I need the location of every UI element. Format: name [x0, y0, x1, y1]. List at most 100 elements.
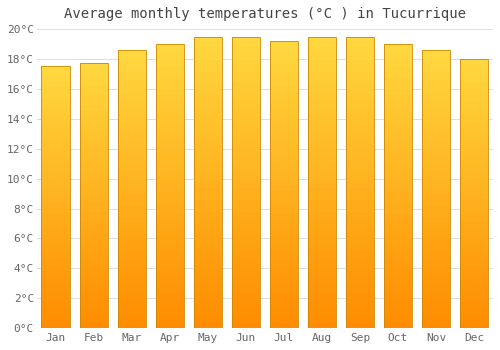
Bar	[308, 95, 336, 101]
Bar	[118, 211, 146, 217]
Bar	[384, 44, 412, 50]
Bar	[270, 276, 298, 282]
Bar	[232, 270, 260, 276]
Bar	[42, 88, 70, 93]
Bar	[308, 89, 336, 95]
Bar	[346, 165, 374, 171]
Bar	[118, 306, 146, 312]
Bar	[270, 253, 298, 259]
Bar	[118, 150, 146, 156]
Bar	[384, 232, 412, 237]
Bar	[422, 278, 450, 284]
Bar	[346, 287, 374, 293]
Bar	[346, 176, 374, 182]
Bar	[194, 270, 222, 276]
Bar	[384, 192, 412, 197]
Bar	[308, 101, 336, 106]
Bar	[80, 63, 108, 69]
Bar	[384, 180, 412, 186]
Bar	[384, 175, 412, 180]
Bar	[384, 146, 412, 152]
Bar	[346, 77, 374, 83]
Bar	[232, 171, 260, 176]
Bar	[384, 288, 412, 294]
Bar	[270, 300, 298, 305]
Bar	[384, 215, 412, 220]
Bar	[194, 176, 222, 182]
Bar	[156, 209, 184, 215]
Bar	[422, 178, 450, 183]
Bar	[194, 42, 222, 48]
Bar	[42, 203, 70, 208]
Bar	[270, 225, 298, 231]
Bar	[346, 252, 374, 258]
Bar	[270, 116, 298, 121]
Bar	[194, 246, 222, 252]
Bar	[460, 145, 488, 150]
Bar	[232, 153, 260, 159]
Bar	[346, 229, 374, 235]
Bar	[384, 141, 412, 146]
Bar	[80, 69, 108, 74]
Bar	[384, 254, 412, 260]
Bar	[308, 147, 336, 153]
Bar	[42, 286, 70, 292]
Bar	[156, 220, 184, 226]
Bar	[194, 147, 222, 153]
Bar	[80, 228, 108, 233]
Bar	[460, 247, 488, 253]
Bar	[42, 234, 70, 239]
Bar	[270, 179, 298, 184]
Bar	[384, 283, 412, 288]
Bar	[460, 301, 488, 307]
Bar	[194, 165, 222, 171]
Bar	[346, 66, 374, 71]
Bar	[460, 150, 488, 156]
Bar	[460, 156, 488, 161]
Bar	[422, 156, 450, 161]
Bar	[270, 110, 298, 116]
Bar	[384, 101, 412, 106]
Bar	[346, 246, 374, 252]
Bar	[156, 90, 184, 95]
Bar	[384, 266, 412, 271]
Bar	[42, 276, 70, 281]
Bar	[232, 159, 260, 165]
Bar	[460, 323, 488, 328]
Bar	[422, 122, 450, 128]
Bar	[194, 188, 222, 194]
Bar	[194, 118, 222, 124]
Bar	[308, 60, 336, 66]
Bar	[80, 275, 108, 281]
Bar	[384, 55, 412, 61]
Bar	[156, 288, 184, 294]
Bar	[42, 265, 70, 271]
Bar	[118, 111, 146, 117]
Bar	[346, 281, 374, 287]
Bar	[308, 264, 336, 270]
Bar	[384, 186, 412, 192]
Bar	[232, 101, 260, 106]
Bar	[384, 169, 412, 175]
Bar	[460, 167, 488, 172]
Bar	[346, 322, 374, 328]
Bar	[194, 54, 222, 60]
Bar	[308, 36, 336, 328]
Bar	[384, 260, 412, 266]
Bar	[80, 153, 108, 159]
Bar	[156, 112, 184, 118]
Bar	[460, 210, 488, 215]
Bar	[80, 238, 108, 244]
Bar	[384, 72, 412, 78]
Bar	[308, 66, 336, 71]
Bar	[270, 231, 298, 236]
Bar	[118, 317, 146, 323]
Bar	[194, 66, 222, 71]
Bar	[156, 215, 184, 220]
Bar	[118, 261, 146, 267]
Bar	[156, 311, 184, 317]
Bar	[42, 307, 70, 313]
Bar	[80, 302, 108, 307]
Bar	[422, 117, 450, 122]
Bar	[42, 77, 70, 82]
